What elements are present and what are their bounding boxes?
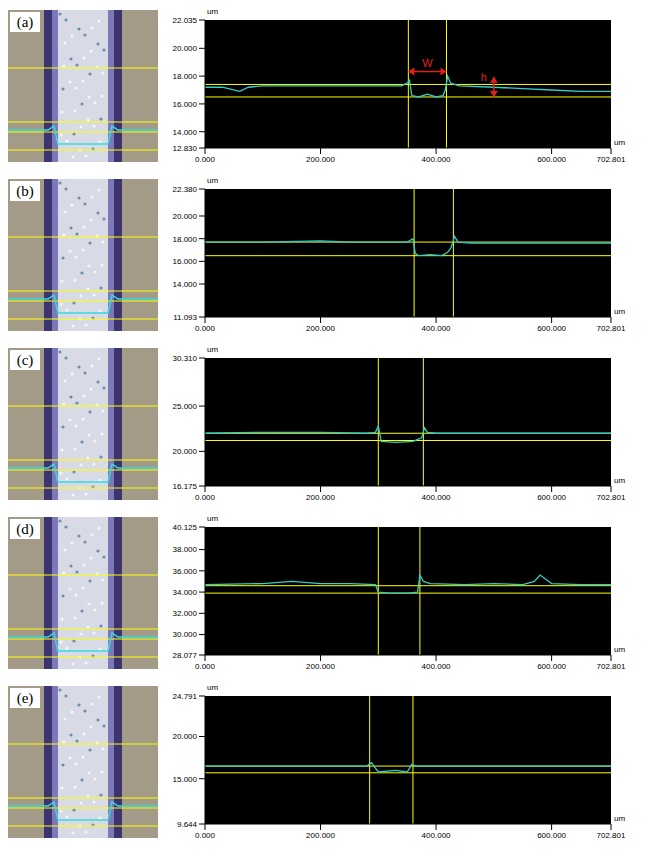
svg-text:25.000: 25.000 bbox=[173, 402, 198, 411]
svg-text:30.310: 30.310 bbox=[173, 354, 198, 363]
svg-text:(a): (a) bbox=[17, 14, 34, 31]
svg-text:0.000: 0.000 bbox=[195, 155, 216, 164]
svg-text:400.000: 400.000 bbox=[422, 662, 451, 671]
svg-text:38.000: 38.000 bbox=[173, 545, 198, 554]
svg-text:32.000: 32.000 bbox=[173, 609, 198, 618]
svg-text:200.000: 200.000 bbox=[306, 662, 335, 671]
svg-text:600.000: 600.000 bbox=[537, 493, 566, 502]
html-text:um: um bbox=[207, 514, 219, 523]
svg-text:600.000: 600.000 bbox=[537, 831, 566, 840]
svg-text:(b): (b) bbox=[16, 183, 34, 200]
svg-text:16.000: 16.000 bbox=[173, 100, 198, 109]
svg-text:16.000: 16.000 bbox=[173, 257, 198, 266]
html-text:um: um bbox=[614, 814, 626, 823]
svg-text:0.000: 0.000 bbox=[195, 831, 216, 840]
svg-text:702.801: 702.801 bbox=[597, 662, 626, 671]
svg-text:600.000: 600.000 bbox=[537, 324, 566, 333]
html-text:um: um bbox=[207, 345, 219, 354]
html-text:um: um bbox=[207, 176, 219, 185]
svg-text:400.000: 400.000 bbox=[422, 831, 451, 840]
svg-text:12.830: 12.830 bbox=[173, 144, 198, 153]
svg-text:702.801: 702.801 bbox=[597, 324, 626, 333]
svg-text:36.000: 36.000 bbox=[173, 567, 198, 576]
svg-text:702.801: 702.801 bbox=[597, 155, 626, 164]
svg-text:9.644: 9.644 bbox=[177, 820, 198, 829]
svg-text:h: h bbox=[481, 71, 487, 83]
svg-text:200.000: 200.000 bbox=[306, 493, 335, 502]
svg-text:W: W bbox=[422, 57, 433, 69]
svg-text:400.000: 400.000 bbox=[422, 155, 451, 164]
svg-text:24.791: 24.791 bbox=[173, 692, 198, 701]
html-text:um: um bbox=[614, 307, 626, 316]
svg-text:18.000: 18.000 bbox=[173, 235, 198, 244]
svg-text:0.000: 0.000 bbox=[195, 324, 216, 333]
svg-text:200.000: 200.000 bbox=[306, 155, 335, 164]
svg-text:200.000: 200.000 bbox=[306, 831, 335, 840]
svg-text:28.077: 28.077 bbox=[173, 651, 198, 660]
svg-text:(c): (c) bbox=[17, 352, 34, 369]
svg-text:600.000: 600.000 bbox=[537, 155, 566, 164]
svg-text:0.000: 0.000 bbox=[195, 662, 216, 671]
svg-text:22.035: 22.035 bbox=[173, 16, 198, 25]
svg-text:15.000: 15.000 bbox=[173, 775, 198, 784]
svg-text:14.000: 14.000 bbox=[173, 128, 198, 137]
svg-text:22.380: 22.380 bbox=[173, 185, 198, 194]
svg-text:400.000: 400.000 bbox=[422, 324, 451, 333]
svg-text:20.000: 20.000 bbox=[173, 447, 198, 456]
svg-text:400.000: 400.000 bbox=[422, 493, 451, 502]
svg-text:16.175: 16.175 bbox=[173, 482, 198, 491]
svg-text:34.000: 34.000 bbox=[173, 588, 198, 597]
svg-text:14.000: 14.000 bbox=[173, 280, 198, 289]
svg-text:20.000: 20.000 bbox=[173, 44, 198, 53]
html-text:um: um bbox=[207, 683, 219, 692]
html-text:um: um bbox=[614, 645, 626, 654]
svg-text:702.801: 702.801 bbox=[597, 493, 626, 502]
svg-text:(e): (e) bbox=[17, 690, 34, 707]
svg-text:600.000: 600.000 bbox=[537, 662, 566, 671]
html-text:um: um bbox=[614, 138, 626, 147]
svg-text:18.000: 18.000 bbox=[173, 72, 198, 81]
svg-text:20.000: 20.000 bbox=[173, 212, 198, 221]
svg-text:0.000: 0.000 bbox=[195, 493, 216, 502]
svg-text:702.801: 702.801 bbox=[597, 831, 626, 840]
svg-text:40.125: 40.125 bbox=[173, 523, 198, 532]
svg-text:20.000: 20.000 bbox=[173, 732, 198, 741]
svg-text:(d): (d) bbox=[16, 521, 34, 538]
svg-text:11.093: 11.093 bbox=[173, 313, 197, 322]
svg-text:200.000: 200.000 bbox=[306, 324, 335, 333]
html-text:um: um bbox=[614, 476, 626, 485]
svg-text:30.000: 30.000 bbox=[173, 630, 198, 639]
html-text:um: um bbox=[207, 7, 219, 16]
